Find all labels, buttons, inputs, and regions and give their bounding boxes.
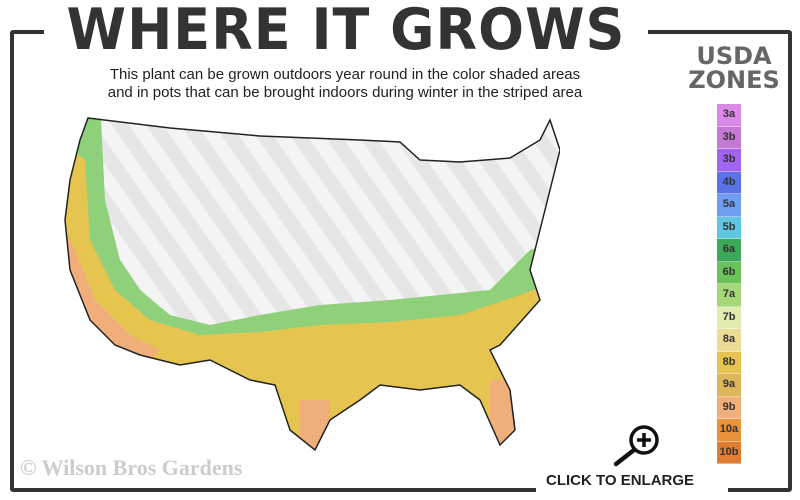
legend-title-line-1: USDA <box>696 42 772 70</box>
zone-swatch-9a: 9a <box>717 374 741 397</box>
zone-swatch-8b: 8b <box>717 351 741 374</box>
watermark: © Wilson Bros Gardens <box>20 455 243 480</box>
zone-swatch-3b: 3b <box>717 149 741 172</box>
zone-swatch-6b: 6b <box>717 261 741 284</box>
zone-swatch-3b: 3b <box>717 126 741 149</box>
zone-swatch-5a: 5a <box>717 194 741 217</box>
legend-title: USDA ZONES <box>682 44 786 92</box>
subtitle: This plant can be grown outdoors year ro… <box>50 66 640 102</box>
zone-swatch-7b: 7b <box>717 306 741 329</box>
zone-swatch-3a: 3a <box>717 104 741 127</box>
zone-legend: 3a 3b 3b 4b 5a 5b 6a 6b 7a 7b 8a 8b 9a 9b 10a 10b <box>717 104 741 464</box>
zone-swatch-10b: 10b <box>717 441 741 464</box>
zone-swatch-9b: 9b <box>717 396 741 419</box>
zone-swatch-4b: 4b <box>717 171 741 194</box>
click-to-enlarge-button[interactable]: CLICK TO ENLARGE <box>546 472 695 489</box>
zone-swatch-5b: 5b <box>717 216 741 239</box>
legend-title-line-2: ZONES <box>688 66 780 94</box>
usda-zone-map[interactable] <box>60 100 560 460</box>
page-title: WHERE IT GROWS <box>66 0 626 63</box>
zone-swatch-8a: 8a <box>717 329 741 352</box>
subtitle-line-2: and in pots that can be brought indoors … <box>107 84 583 101</box>
zone-swatch-6a: 6a <box>717 239 741 262</box>
zone-swatch-10a: 10a <box>717 419 741 442</box>
subtitle-line-1: This plant can be grown outdoors year ro… <box>109 66 581 83</box>
zone-swatch-7a: 7a <box>717 284 741 307</box>
magnifier-plus-icon[interactable] <box>610 424 666 468</box>
